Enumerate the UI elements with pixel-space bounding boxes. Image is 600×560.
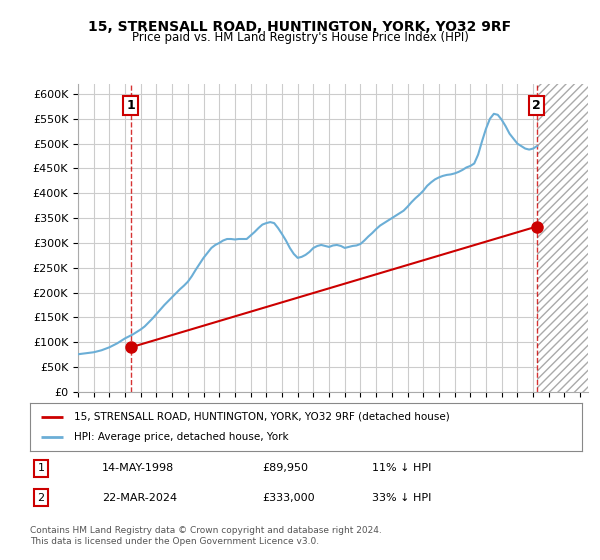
Bar: [536, 84, 588, 392]
Text: HPI: Average price, detached house, York: HPI: Average price, detached house, York: [74, 432, 289, 442]
Text: 14-MAY-1998: 14-MAY-1998: [102, 463, 174, 473]
Text: £89,950: £89,950: [262, 463, 308, 473]
Text: Contains HM Land Registry data © Crown copyright and database right 2024.
This d: Contains HM Land Registry data © Crown c…: [30, 526, 382, 546]
Text: 1: 1: [127, 99, 135, 112]
Text: 11% ↓ HPI: 11% ↓ HPI: [372, 463, 431, 473]
Text: 1: 1: [38, 463, 44, 473]
Text: 33% ↓ HPI: 33% ↓ HPI: [372, 493, 431, 503]
Text: 2: 2: [37, 493, 44, 503]
Text: 2: 2: [532, 99, 541, 112]
Text: Price paid vs. HM Land Registry's House Price Index (HPI): Price paid vs. HM Land Registry's House …: [131, 31, 469, 44]
Text: 15, STRENSALL ROAD, HUNTINGTON, YORK, YO32 9RF (detached house): 15, STRENSALL ROAD, HUNTINGTON, YORK, YO…: [74, 412, 450, 422]
Text: 22-MAR-2024: 22-MAR-2024: [102, 493, 177, 503]
Text: £333,000: £333,000: [262, 493, 314, 503]
Text: 15, STRENSALL ROAD, HUNTINGTON, YORK, YO32 9RF: 15, STRENSALL ROAD, HUNTINGTON, YORK, YO…: [88, 20, 512, 34]
